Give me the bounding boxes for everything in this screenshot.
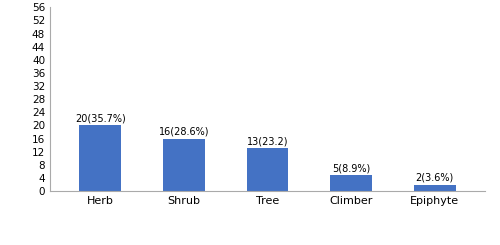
Text: 20(35.7%): 20(35.7%) [75,114,126,124]
Bar [330,175,372,191]
Text: 16(28.6%): 16(28.6%) [158,127,209,137]
Text: 13(23.2): 13(23.2) [247,137,288,147]
Bar [414,184,456,191]
Bar [163,139,205,191]
Text: 2(3.6%): 2(3.6%) [416,173,454,183]
Text: 5(8.9%): 5(8.9%) [332,163,370,173]
Bar [80,125,121,191]
Bar [246,148,288,191]
